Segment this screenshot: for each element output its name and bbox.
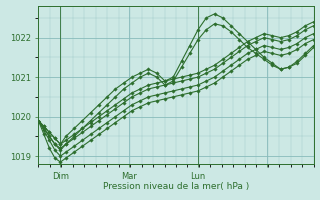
X-axis label: Pression niveau de la mer( hPa ): Pression niveau de la mer( hPa ) — [103, 182, 249, 191]
